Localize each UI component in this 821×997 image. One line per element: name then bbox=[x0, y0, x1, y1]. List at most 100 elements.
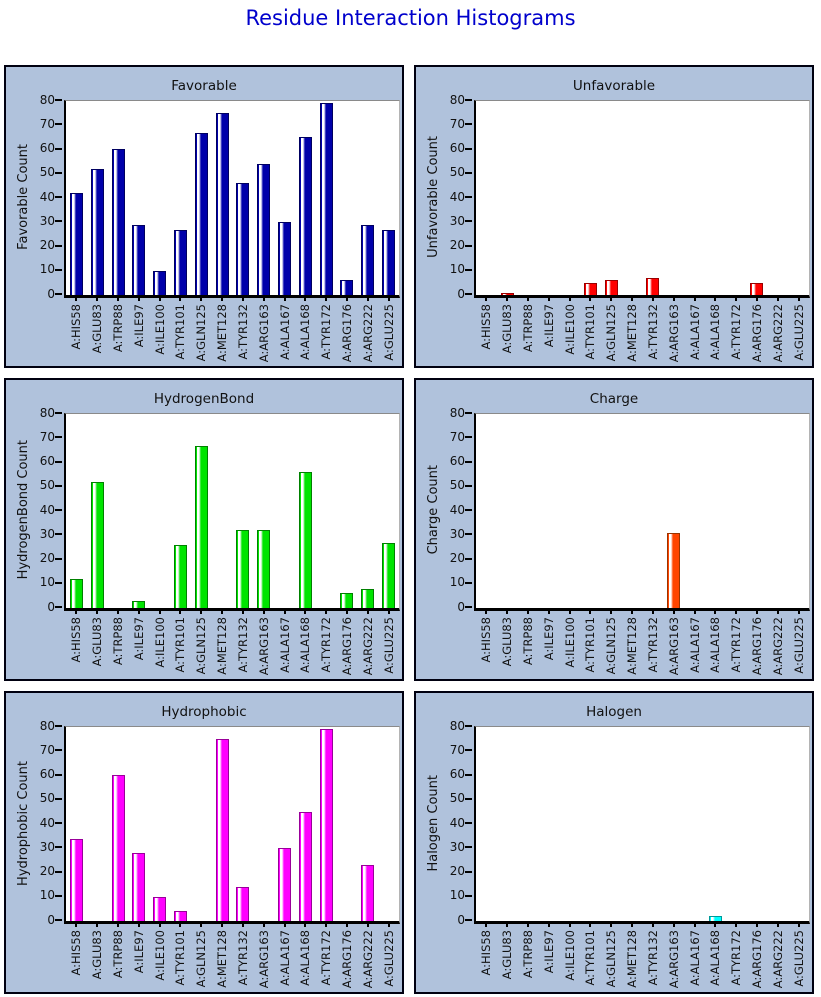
y-tick-label: 20 bbox=[39, 238, 55, 252]
x-tick-mark bbox=[283, 610, 286, 614]
y-tick-mark bbox=[55, 412, 62, 414]
bar bbox=[153, 271, 167, 295]
bars bbox=[66, 727, 399, 921]
x-tick-label-text: A:ALA167 bbox=[277, 930, 292, 986]
x-tick-label-text: A:ALA167 bbox=[277, 617, 292, 673]
x-tick-label: A:ARG222 bbox=[770, 930, 786, 988]
x-tick-mark bbox=[75, 923, 78, 927]
x-tick-mark bbox=[589, 610, 592, 614]
x-tick-label-text: A:ALA168 bbox=[708, 930, 723, 986]
y-tick-label: 70 bbox=[39, 429, 55, 444]
plot-area bbox=[474, 413, 810, 611]
bar bbox=[750, 283, 764, 295]
y-tick-mark bbox=[465, 123, 472, 126]
x-tick-label-text: A:TYR101 bbox=[583, 304, 598, 360]
bar bbox=[69, 193, 83, 295]
x-tick-label-text: A:ARG176 bbox=[339, 930, 354, 989]
x-tick-label: A:TRP88 bbox=[110, 304, 126, 352]
bar-slot bbox=[212, 101, 233, 295]
x-tick-label-text: A:ARG222 bbox=[770, 930, 785, 989]
bar bbox=[361, 225, 375, 295]
x-tick-mark bbox=[137, 297, 140, 301]
x-tick-label-text: A:ALA167 bbox=[687, 304, 702, 360]
bar bbox=[173, 545, 187, 608]
x-tick-mark bbox=[200, 297, 203, 301]
x-tick-label: A:HIS58 bbox=[478, 930, 494, 976]
x-tick-label-text: A:GLU225 bbox=[791, 930, 806, 987]
x-tick-label: A:GLU83 bbox=[499, 617, 515, 666]
bar bbox=[132, 225, 146, 295]
x-tick-mark bbox=[137, 923, 140, 927]
bar-slot bbox=[580, 727, 601, 921]
y-tick-label: 30 bbox=[449, 839, 465, 854]
x-tick-mark bbox=[797, 610, 800, 614]
x-tick-mark bbox=[527, 610, 530, 614]
chart-panel-halogen: Halogen Halogen Count 0 10 20 30 40 50 60 70 80 A:H… bbox=[414, 691, 814, 994]
x-tick-label: A:GLN125 bbox=[193, 930, 209, 987]
bar-slot bbox=[580, 101, 601, 295]
charts-grid: Favorable Favorable Count 0 10 20 30 40 50 60 70 8… bbox=[4, 65, 814, 994]
x-tick-label-text: A:ALA167 bbox=[687, 617, 702, 673]
x-tick-label: A:TYR172 bbox=[318, 930, 334, 986]
x-tick-label-text: A:TYR101 bbox=[173, 304, 188, 360]
bars bbox=[66, 101, 399, 295]
x-tick-mark bbox=[96, 610, 99, 614]
x-tick-label-text: A:ARG222 bbox=[360, 930, 375, 989]
y-tick-label: 60 bbox=[39, 141, 55, 155]
x-tick-label-text: A:ARG163 bbox=[666, 617, 681, 676]
y-tick-label: 70 bbox=[449, 742, 465, 757]
y-tick-mark bbox=[465, 244, 472, 247]
x-tick-label: A:ARG163 bbox=[666, 617, 682, 675]
x-tick-label: A:ARG163 bbox=[256, 304, 272, 362]
y-tick-label: 80 bbox=[39, 92, 55, 107]
x-tick-label-text: A:MET128 bbox=[625, 617, 640, 675]
bar-slot bbox=[622, 414, 643, 608]
y-tick-mark bbox=[55, 123, 62, 126]
y-tick-label: 60 bbox=[449, 767, 465, 781]
x-tick-mark bbox=[179, 923, 182, 927]
bar bbox=[340, 280, 354, 295]
x-tick-mark bbox=[262, 923, 265, 927]
bar bbox=[298, 137, 312, 295]
bar-slot bbox=[295, 414, 316, 608]
x-tick-label: A:TRP88 bbox=[520, 930, 536, 978]
x-tick-label: A:TYR101 bbox=[582, 617, 598, 673]
bar-slot bbox=[170, 414, 191, 608]
y-tick-mark bbox=[465, 773, 472, 776]
x-tick-label: A:ILE97 bbox=[541, 304, 557, 347]
x-tick-label-text: A:ALA168 bbox=[298, 930, 313, 986]
bar-slot bbox=[149, 414, 170, 608]
x-tick-label-text: A:ALA167 bbox=[687, 930, 702, 986]
x-tick-mark bbox=[776, 923, 779, 927]
x-tick-mark bbox=[325, 923, 328, 927]
x-tick-label-text: A:ILE100 bbox=[152, 930, 167, 981]
y-tick-mark bbox=[465, 822, 472, 824]
x-tick-mark bbox=[755, 297, 758, 301]
y-tick-mark bbox=[55, 870, 62, 873]
x-tick-mark bbox=[735, 610, 738, 614]
bar bbox=[583, 283, 597, 295]
x-tick-mark bbox=[304, 610, 307, 614]
bar-slot bbox=[663, 727, 684, 921]
x-tick-label: A:ALA168 bbox=[707, 930, 723, 986]
y-tick-mark bbox=[55, 846, 62, 849]
x-tick-mark bbox=[755, 610, 758, 614]
x-tick-mark bbox=[485, 610, 488, 614]
x-tick-label: A:GLU225 bbox=[381, 304, 397, 361]
bar-slot bbox=[538, 414, 559, 608]
y-tick-label: 30 bbox=[449, 213, 465, 228]
y-tick-mark bbox=[465, 894, 472, 897]
y-tick-label: 50 bbox=[449, 165, 465, 180]
bar-slot bbox=[108, 727, 129, 921]
bar-slot bbox=[559, 101, 580, 295]
x-tick-label: A:HIS58 bbox=[478, 304, 494, 350]
y-tick-mark bbox=[55, 268, 62, 271]
y-tick-mark bbox=[465, 557, 472, 560]
chart-title: Favorable bbox=[171, 78, 237, 94]
x-tick-mark bbox=[527, 923, 530, 927]
x-tick-label: A:GLU225 bbox=[381, 930, 397, 987]
x-tick-label: A:ARG163 bbox=[256, 930, 272, 988]
x-tick-label: A:ARG176 bbox=[749, 617, 765, 675]
x-tick-mark bbox=[693, 923, 696, 927]
x-tick-label: A:TYR132 bbox=[645, 617, 661, 673]
